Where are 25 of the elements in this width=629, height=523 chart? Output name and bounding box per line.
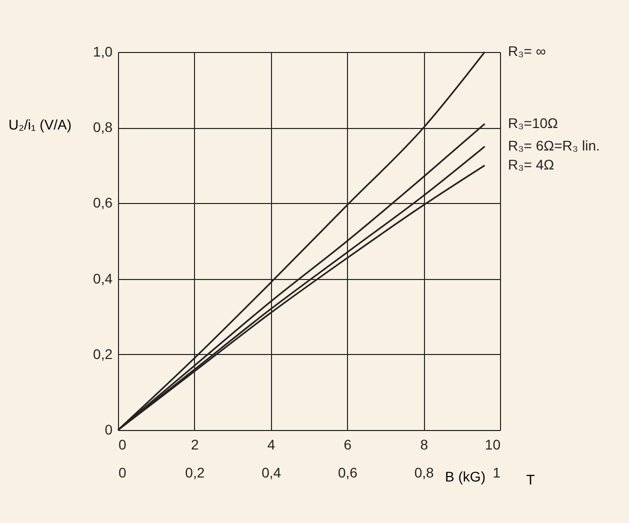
x2-axis-title: T xyxy=(526,472,536,488)
x2-tick-label: 1 xyxy=(492,464,501,480)
x2-tick-label: 0,4 xyxy=(262,464,282,480)
x-tick-label: 0 xyxy=(118,436,126,452)
y-tick-label: 0 xyxy=(104,422,113,438)
y-tick-label: 0,8 xyxy=(93,119,113,136)
y-tick-label: 0,6 xyxy=(93,194,113,211)
y-tick-label: 0,2 xyxy=(93,346,113,362)
series-label: R₃= ∞ xyxy=(508,43,546,59)
x2-tick-label: 0,2 xyxy=(185,464,205,480)
x2-tick-label: 0 xyxy=(118,464,126,480)
x-tick-label: 2 xyxy=(191,436,199,452)
x2-tick-label: 0,6 xyxy=(338,464,358,480)
x-tick-label: 10 xyxy=(484,436,501,452)
y-tick-label: 1,0 xyxy=(93,44,113,60)
x-tick-label: 8 xyxy=(420,436,428,452)
y-tick-label: 0,4 xyxy=(93,270,113,286)
x-tick-label: 4 xyxy=(267,436,276,452)
x2-tick-label: 0,8 xyxy=(414,464,434,480)
series-label: R₃=10Ω xyxy=(508,114,558,131)
x-tick-label: 6 xyxy=(344,436,352,452)
y-axis-title: U₂/i₁ (V/A) xyxy=(8,116,72,132)
x-axis-title: B (kG) xyxy=(445,468,486,484)
series-label: R₃= 4Ω xyxy=(508,156,554,172)
series-label: R₃= 6Ω=R₃ lin. xyxy=(508,138,600,154)
